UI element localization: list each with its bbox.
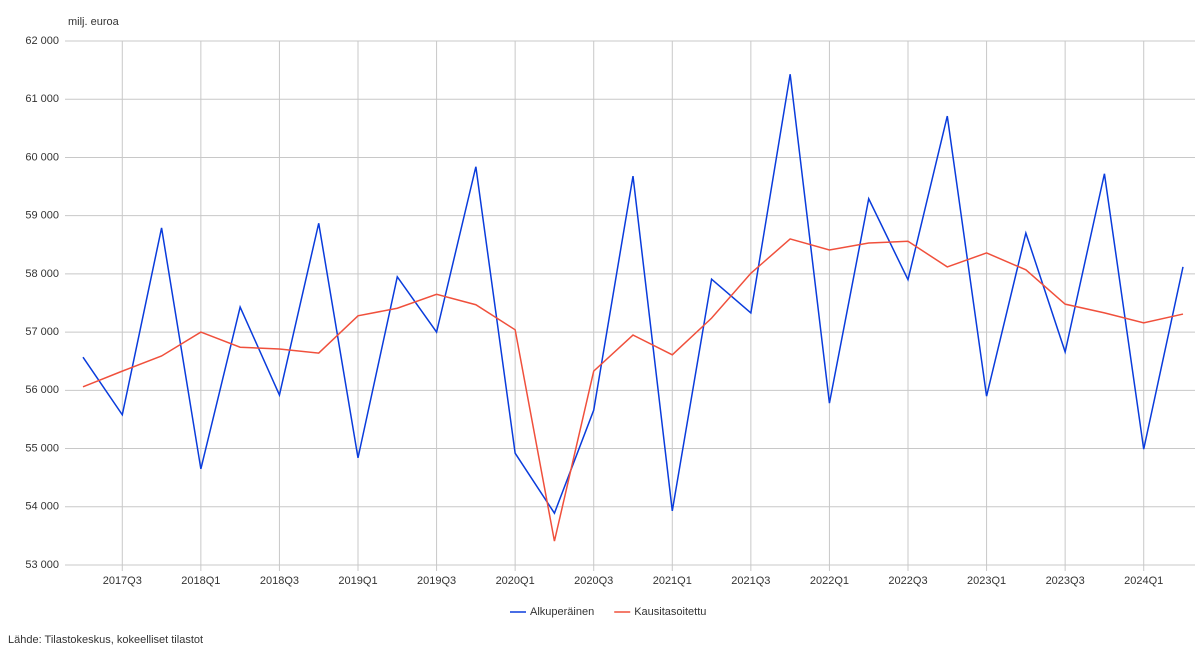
series-line	[82, 74, 1184, 515]
x-tick-label: 2021Q3	[731, 575, 770, 587]
series-line	[82, 238, 1184, 542]
x-tick-label: 2023Q1	[967, 575, 1006, 587]
x-tick-label: 2022Q3	[888, 575, 927, 587]
x-tick-label: 2023Q3	[1046, 575, 1085, 587]
y-tick-label: 61 000	[25, 93, 59, 105]
x-tick-label: 2020Q1	[496, 575, 535, 587]
x-tick-label: 2020Q3	[574, 575, 613, 587]
x-tick-label: 2018Q1	[181, 575, 220, 587]
y-axis-label: milj. euroa	[68, 16, 120, 28]
y-tick-label: 54 000	[25, 501, 59, 513]
source: Lähde: Tilastokeskus, kokeelliset tilast…	[8, 634, 203, 646]
y-tick-label: 59 000	[25, 210, 59, 222]
x-tick-label: 2017Q3	[103, 575, 142, 587]
y-tick-label: 57 000	[25, 326, 59, 338]
x-tick-label: 2019Q3	[417, 575, 456, 587]
y-tick-label: 60 000	[25, 151, 59, 163]
x-tick-label: 2022Q1	[810, 575, 849, 587]
y-tick-label: 56 000	[25, 384, 59, 396]
y-tick-label: 53 000	[25, 559, 59, 571]
legend-label: Kausitasoitettu	[634, 606, 706, 618]
y-tick-label: 55 000	[25, 442, 59, 454]
y-tick-label: 58 000	[25, 268, 59, 280]
x-tick-label: 2024Q1	[1124, 575, 1163, 587]
x-tick-label: 2021Q1	[653, 575, 692, 587]
x-tick-label: 2019Q1	[338, 575, 377, 587]
legend-label: Alkuperäinen	[530, 606, 594, 618]
y-tick-label: 62 000	[25, 35, 59, 47]
x-tick-label: 2018Q3	[260, 575, 299, 587]
